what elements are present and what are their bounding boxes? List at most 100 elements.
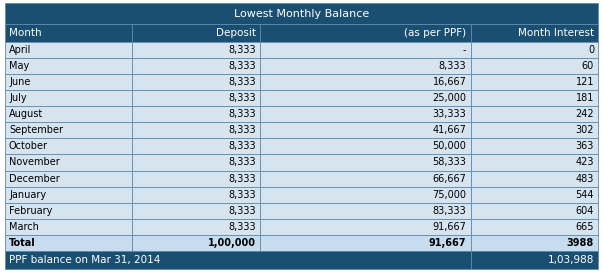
Text: May: May (9, 61, 29, 71)
Bar (133, 171, 260, 187)
Bar (5, 90, 133, 106)
Text: 121: 121 (575, 77, 594, 87)
Text: 58,333: 58,333 (432, 157, 467, 168)
Text: 604: 604 (576, 206, 594, 216)
Text: 8,333: 8,333 (228, 109, 256, 119)
Text: 8,333: 8,333 (228, 157, 256, 168)
Text: 50,000: 50,000 (432, 141, 467, 152)
Text: 91,667: 91,667 (432, 222, 467, 232)
Text: (as per PPF): (as per PPF) (405, 28, 467, 38)
Bar (133, 42, 260, 58)
Text: January: January (9, 190, 46, 200)
Bar (260, 90, 470, 106)
Bar (5, 235, 133, 251)
Bar (470, 187, 598, 203)
Text: 8,333: 8,333 (228, 93, 256, 103)
Text: 66,667: 66,667 (432, 174, 467, 184)
Bar (260, 171, 470, 187)
Bar (5, 187, 133, 203)
Text: September: September (9, 125, 63, 135)
Bar (5, 24, 133, 42)
Bar (133, 58, 260, 74)
Text: 8,333: 8,333 (228, 222, 256, 232)
Bar (470, 138, 598, 154)
Bar (133, 138, 260, 154)
Text: 423: 423 (575, 157, 594, 168)
Bar (260, 138, 470, 154)
Bar (133, 235, 260, 251)
Text: -: - (463, 45, 467, 55)
Bar (470, 90, 598, 106)
Bar (5, 154, 133, 171)
Text: PPF balance on Mar 31, 2014: PPF balance on Mar 31, 2014 (9, 255, 160, 265)
Text: 483: 483 (576, 174, 594, 184)
Bar (5, 251, 470, 269)
Bar (470, 106, 598, 122)
Text: March: March (9, 222, 39, 232)
Text: 363: 363 (576, 141, 594, 152)
Bar (133, 106, 260, 122)
Bar (470, 171, 598, 187)
Bar (260, 58, 470, 74)
Text: Total: Total (9, 238, 36, 248)
Text: 60: 60 (582, 61, 594, 71)
Text: 8,333: 8,333 (228, 61, 256, 71)
Text: August: August (9, 109, 43, 119)
Bar (133, 187, 260, 203)
Text: 8,333: 8,333 (228, 125, 256, 135)
Text: October: October (9, 141, 48, 152)
Bar (5, 219, 133, 235)
Text: February: February (9, 206, 52, 216)
Bar (133, 203, 260, 219)
Text: Deposit: Deposit (216, 28, 256, 38)
Bar (133, 154, 260, 171)
Bar (470, 219, 598, 235)
Text: 41,667: 41,667 (432, 125, 467, 135)
Bar (260, 74, 470, 90)
Text: 8,333: 8,333 (228, 190, 256, 200)
Text: Month Interest: Month Interest (518, 28, 594, 38)
Bar (5, 42, 133, 58)
Bar (470, 235, 598, 251)
Bar (260, 106, 470, 122)
Bar (470, 122, 598, 138)
Bar (133, 90, 260, 106)
Bar (133, 122, 260, 138)
Bar (470, 24, 598, 42)
Text: 83,333: 83,333 (433, 206, 467, 216)
Text: 8,333: 8,333 (228, 174, 256, 184)
Text: 91,667: 91,667 (429, 238, 467, 248)
Text: December: December (9, 174, 60, 184)
Text: July: July (9, 93, 27, 103)
Text: April: April (9, 45, 31, 55)
Text: 8,333: 8,333 (228, 141, 256, 152)
Text: Lowest Monthly Balance: Lowest Monthly Balance (234, 8, 369, 18)
Bar (133, 24, 260, 42)
Bar (470, 203, 598, 219)
Text: November: November (9, 157, 60, 168)
Bar (5, 138, 133, 154)
Text: 75,000: 75,000 (432, 190, 467, 200)
Bar (5, 171, 133, 187)
Text: 1,03,988: 1,03,988 (548, 255, 594, 265)
Text: Month: Month (9, 28, 42, 38)
Text: 8,333: 8,333 (228, 45, 256, 55)
Bar (133, 74, 260, 90)
Bar (5, 3, 598, 24)
Text: 16,667: 16,667 (432, 77, 467, 87)
Text: 33,333: 33,333 (433, 109, 467, 119)
Bar (260, 203, 470, 219)
Text: 25,000: 25,000 (432, 93, 467, 103)
Bar (470, 58, 598, 74)
Text: 544: 544 (575, 190, 594, 200)
Bar (470, 42, 598, 58)
Text: 1,00,000: 1,00,000 (208, 238, 256, 248)
Bar (260, 219, 470, 235)
Bar (5, 203, 133, 219)
Text: 302: 302 (575, 125, 594, 135)
Bar (133, 219, 260, 235)
Text: 181: 181 (576, 93, 594, 103)
Bar (260, 154, 470, 171)
Bar (5, 106, 133, 122)
Bar (470, 74, 598, 90)
